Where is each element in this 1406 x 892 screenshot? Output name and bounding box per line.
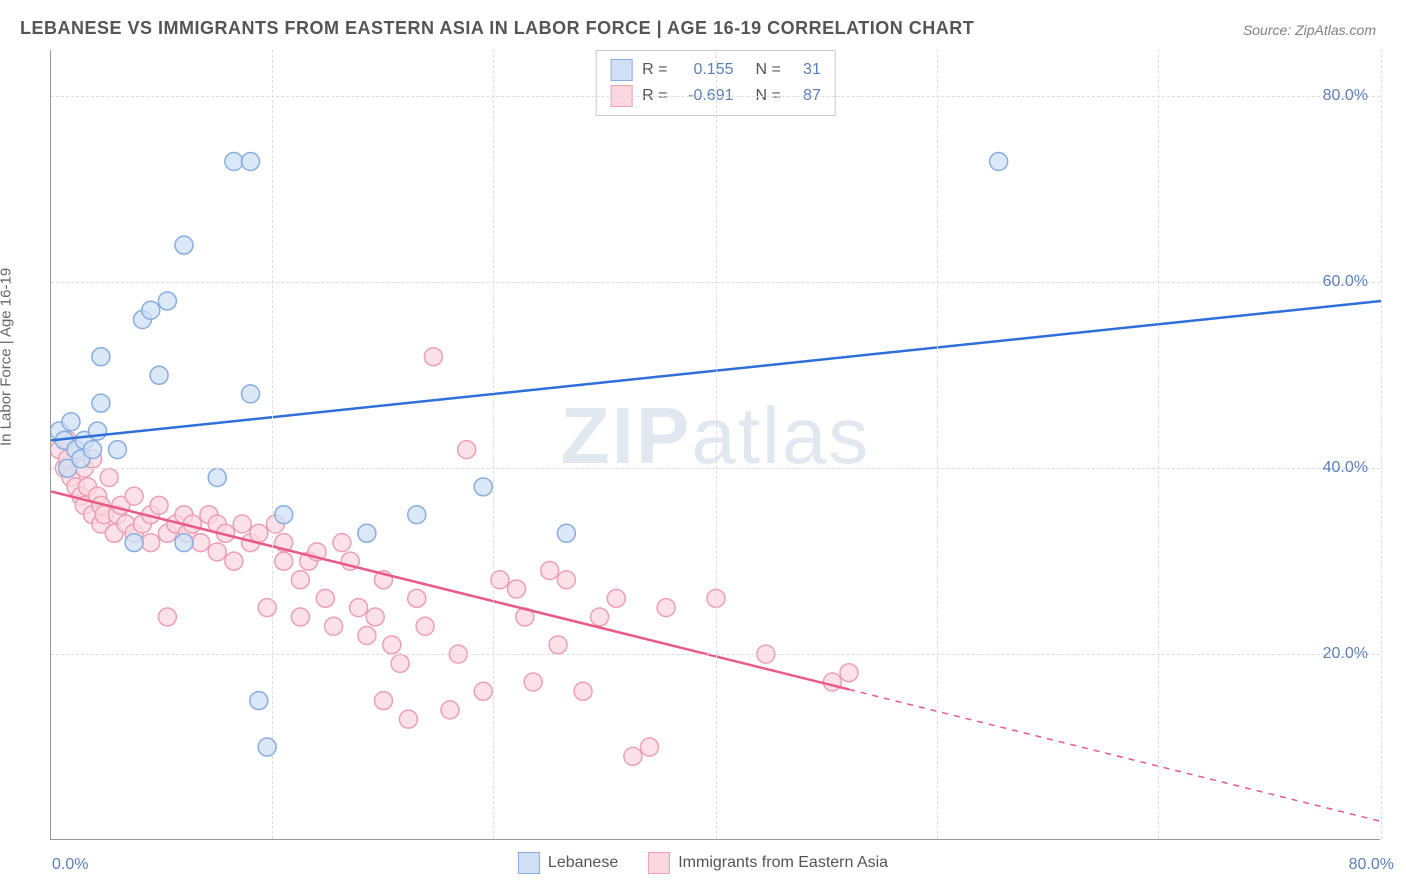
legend-series-item: Lebanese <box>518 852 618 874</box>
scatter-point <box>92 348 110 366</box>
scatter-point <box>158 608 176 626</box>
scatter-point <box>150 496 168 514</box>
scatter-point <box>275 552 293 570</box>
scatter-point <box>840 664 858 682</box>
scatter-point <box>657 599 675 617</box>
scatter-point <box>624 747 642 765</box>
scatter-point <box>250 524 268 542</box>
scatter-point <box>250 692 268 710</box>
scatter-point <box>383 636 401 654</box>
legend-swatch <box>648 852 670 874</box>
scatter-point <box>100 469 118 487</box>
scatter-point <box>175 236 193 254</box>
x-origin-label: 0.0% <box>52 856 88 874</box>
scatter-point <box>208 469 226 487</box>
scatter-point <box>125 487 143 505</box>
source-label: Source: ZipAtlas.com <box>1243 22 1376 38</box>
legend-series-item: Immigrants from Eastern Asia <box>648 852 888 874</box>
scatter-point <box>192 534 210 552</box>
scatter-point <box>474 478 492 496</box>
scatter-point <box>175 534 193 552</box>
scatter-point <box>150 366 168 384</box>
scatter-point <box>358 627 376 645</box>
scatter-point <box>325 617 343 635</box>
scatter-point <box>641 738 659 756</box>
scatter-point <box>158 292 176 310</box>
scatter-point <box>84 441 102 459</box>
legend-r-value: 0.155 <box>678 61 734 79</box>
grid-line-vertical <box>493 50 494 839</box>
scatter-point <box>242 153 260 171</box>
scatter-point <box>541 561 559 579</box>
x-end-label: 80.0% <box>1349 856 1394 874</box>
scatter-point <box>350 599 368 617</box>
scatter-point <box>242 385 260 403</box>
grid-line-vertical <box>1381 50 1382 839</box>
scatter-point <box>358 524 376 542</box>
grid-line-vertical <box>716 50 717 839</box>
scatter-point <box>408 506 426 524</box>
legend-series: Lebanese Immigrants from Eastern Asia <box>518 852 888 874</box>
scatter-point <box>424 348 442 366</box>
scatter-point <box>225 153 243 171</box>
scatter-point <box>557 571 575 589</box>
scatter-point <box>142 301 160 319</box>
scatter-point <box>109 441 127 459</box>
regression-line <box>51 491 849 689</box>
y-tick-label: 40.0% <box>1323 459 1368 477</box>
scatter-point <box>366 608 384 626</box>
chart-title: LEBANESE VS IMMIGRANTS FROM EASTERN ASIA… <box>20 18 974 39</box>
y-tick-label: 80.0% <box>1323 87 1368 105</box>
legend-series-label: Lebanese <box>548 854 618 872</box>
legend-swatch <box>610 59 632 81</box>
scatter-point <box>474 682 492 700</box>
y-axis-title: In Labor Force | Age 16-19 <box>0 268 15 446</box>
scatter-point <box>557 524 575 542</box>
legend-series-label: Immigrants from Eastern Asia <box>678 854 888 872</box>
scatter-point <box>316 589 334 607</box>
scatter-point <box>823 673 841 691</box>
y-tick-label: 20.0% <box>1323 645 1368 663</box>
scatter-point <box>258 599 276 617</box>
legend-n-value: 31 <box>791 61 821 79</box>
scatter-point <box>441 701 459 719</box>
scatter-point <box>275 506 293 524</box>
y-tick-label: 60.0% <box>1323 273 1368 291</box>
legend-r-label: R = <box>642 61 667 79</box>
regression-line-extrapolated <box>849 689 1381 821</box>
scatter-point <box>258 738 276 756</box>
scatter-point <box>225 552 243 570</box>
scatter-point <box>125 534 143 552</box>
scatter-point <box>607 589 625 607</box>
scatter-point <box>408 589 426 607</box>
scatter-point <box>208 543 226 561</box>
scatter-point <box>291 608 309 626</box>
legend-n-label: N = <box>756 61 781 79</box>
scatter-point <box>333 534 351 552</box>
scatter-point <box>508 580 526 598</box>
grid-line-vertical <box>1158 50 1159 839</box>
scatter-point <box>233 515 251 533</box>
scatter-point <box>92 394 110 412</box>
scatter-point <box>391 654 409 672</box>
scatter-point <box>142 534 160 552</box>
scatter-point <box>549 636 567 654</box>
scatter-point <box>574 682 592 700</box>
scatter-point <box>62 413 80 431</box>
scatter-point <box>524 673 542 691</box>
scatter-point <box>416 617 434 635</box>
grid-line-vertical <box>272 50 273 839</box>
chart-plot-area: ZIPatlas R =0.155N =31R =-0.691N =87 20.… <box>50 50 1380 840</box>
scatter-point <box>375 692 393 710</box>
legend-swatch <box>518 852 540 874</box>
scatter-point <box>990 153 1008 171</box>
scatter-point <box>591 608 609 626</box>
scatter-point <box>291 571 309 589</box>
grid-line-vertical <box>937 50 938 839</box>
scatter-point <box>399 710 417 728</box>
scatter-point <box>458 441 476 459</box>
